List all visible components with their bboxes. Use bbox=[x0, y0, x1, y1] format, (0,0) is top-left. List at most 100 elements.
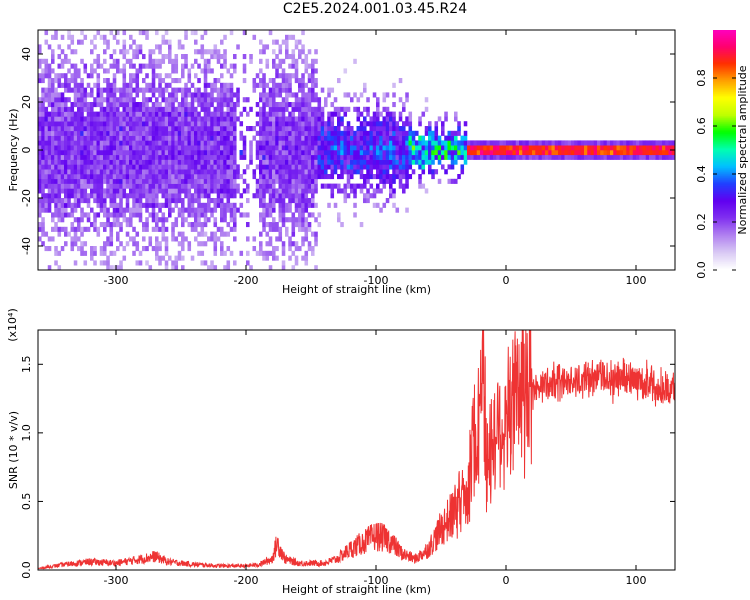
spectrogram-cell bbox=[314, 145, 318, 151]
spectrogram-cell bbox=[132, 178, 136, 184]
spectrogram-cell bbox=[395, 154, 400, 160]
spectrogram-cell bbox=[44, 58, 49, 64]
spectrogram-cell bbox=[402, 150, 406, 156]
spectrogram-cell bbox=[483, 140, 487, 146]
spectrogram-cell bbox=[158, 164, 162, 170]
spectrogram-cell bbox=[343, 159, 348, 165]
spectrogram-cell bbox=[44, 97, 49, 103]
spectrogram-cell bbox=[610, 150, 614, 156]
spectrogram-cell bbox=[236, 116, 240, 122]
spectrogram-cell bbox=[161, 58, 166, 64]
spectrogram-cell bbox=[408, 145, 413, 151]
spectrogram-cell bbox=[83, 135, 88, 141]
spectrogram-cell bbox=[330, 116, 335, 122]
spectrogram-cell bbox=[229, 63, 234, 69]
spectrogram-cell bbox=[57, 202, 62, 208]
spectrogram-cell bbox=[57, 130, 62, 136]
spectrogram-cell bbox=[194, 126, 198, 132]
spectrogram-cell bbox=[301, 102, 305, 108]
spectrogram-cell bbox=[106, 178, 110, 184]
spectrogram-cell bbox=[132, 226, 136, 232]
spectrogram-cell bbox=[428, 159, 432, 165]
spectrogram-cell bbox=[382, 116, 387, 122]
spectrogram-cell bbox=[252, 135, 257, 141]
spectrogram-cell bbox=[177, 130, 182, 136]
spectrogram-cell bbox=[431, 130, 435, 136]
spectrogram-cell bbox=[70, 226, 75, 232]
spectrogram-cell bbox=[164, 121, 169, 127]
spectrogram-cell bbox=[145, 164, 149, 170]
spectrogram-cell bbox=[142, 97, 146, 103]
spectrogram-cell bbox=[343, 68, 348, 74]
spectrogram-cell bbox=[181, 178, 185, 184]
spectrogram-cell bbox=[437, 159, 442, 165]
spectrogram-cell bbox=[145, 193, 149, 199]
spectrogram-cell bbox=[301, 111, 305, 117]
spectrogram-cell bbox=[148, 174, 153, 180]
spectrogram-cell bbox=[320, 130, 325, 136]
spectrogram-cell bbox=[148, 54, 153, 60]
spectrogram-cell bbox=[164, 193, 169, 199]
spectrogram-cell bbox=[311, 58, 315, 64]
spectrogram-cell bbox=[272, 116, 276, 122]
spectrogram-cell bbox=[129, 34, 133, 40]
spectrogram-cell bbox=[506, 145, 510, 151]
colorbar-tick-label: 0.2 bbox=[695, 213, 708, 231]
spectrogram-cell bbox=[116, 97, 120, 103]
spectrogram-cell bbox=[174, 169, 179, 175]
spectrogram-cell bbox=[259, 111, 263, 117]
spectrogram-cell bbox=[190, 222, 195, 228]
spectrogram-cell bbox=[291, 174, 296, 180]
spectrogram-cell bbox=[580, 145, 585, 151]
snr-y-label: SNR (10 * v/v) bbox=[7, 411, 20, 489]
spectrogram-cell bbox=[73, 193, 78, 199]
spectrogram-cell bbox=[285, 217, 289, 223]
spectrogram-cell bbox=[548, 145, 552, 151]
spectrogram-cell bbox=[379, 207, 383, 213]
spectrogram-cell bbox=[116, 130, 120, 136]
spectrogram-cell bbox=[142, 135, 146, 141]
spectrogram-cell bbox=[93, 217, 97, 223]
spectrogram-cell bbox=[255, 121, 260, 127]
spectrogram-cell bbox=[220, 212, 224, 218]
spectrogram-cell bbox=[54, 145, 58, 151]
spectrogram-cell bbox=[353, 202, 357, 208]
spectrogram-cell bbox=[340, 150, 344, 156]
spectrogram-cell bbox=[96, 164, 101, 170]
spectrogram-cell bbox=[268, 212, 273, 218]
spectrogram-cell bbox=[44, 159, 49, 165]
spectrogram-cell bbox=[80, 174, 84, 180]
spectrogram-cell bbox=[213, 241, 218, 247]
spectrogram-cell bbox=[125, 140, 130, 146]
spectrogram-cell bbox=[298, 106, 302, 112]
spectrogram-cell bbox=[187, 154, 192, 160]
spectrogram-cell bbox=[226, 126, 231, 132]
spectrogram-cell bbox=[70, 106, 75, 112]
spectrogram-cell bbox=[51, 217, 55, 223]
spectrogram-cell bbox=[567, 154, 572, 160]
spectrogram-cell bbox=[38, 207, 42, 213]
spectrogram-cell bbox=[80, 130, 84, 136]
spectrogram-cell bbox=[125, 207, 130, 213]
spectrogram-cell bbox=[145, 246, 149, 252]
spectrogram-cell bbox=[210, 82, 214, 88]
spectrogram-cell bbox=[346, 164, 351, 170]
spectrogram-cell bbox=[41, 159, 45, 165]
spectrogram-cell bbox=[577, 145, 582, 151]
spectrogram-cell bbox=[164, 54, 169, 60]
spectrogram-cell bbox=[41, 150, 45, 156]
spectrogram-cell bbox=[51, 102, 55, 108]
spectrogram-cell bbox=[174, 164, 179, 170]
spectrogram-cell bbox=[73, 92, 78, 98]
spectrogram-cell bbox=[564, 140, 569, 146]
spectrogram-cell bbox=[41, 97, 45, 103]
spectrogram-cell bbox=[207, 58, 211, 64]
spectrogram-cell bbox=[41, 169, 45, 175]
spectrogram-cell bbox=[402, 174, 406, 180]
spectrogram-cell bbox=[262, 121, 266, 127]
spectrogram-cell bbox=[38, 102, 42, 108]
spectrogram-cell bbox=[369, 183, 374, 189]
spectrogram-cell bbox=[363, 130, 367, 136]
spectrogram-cell bbox=[90, 116, 94, 122]
spectrogram-cell bbox=[96, 178, 101, 184]
